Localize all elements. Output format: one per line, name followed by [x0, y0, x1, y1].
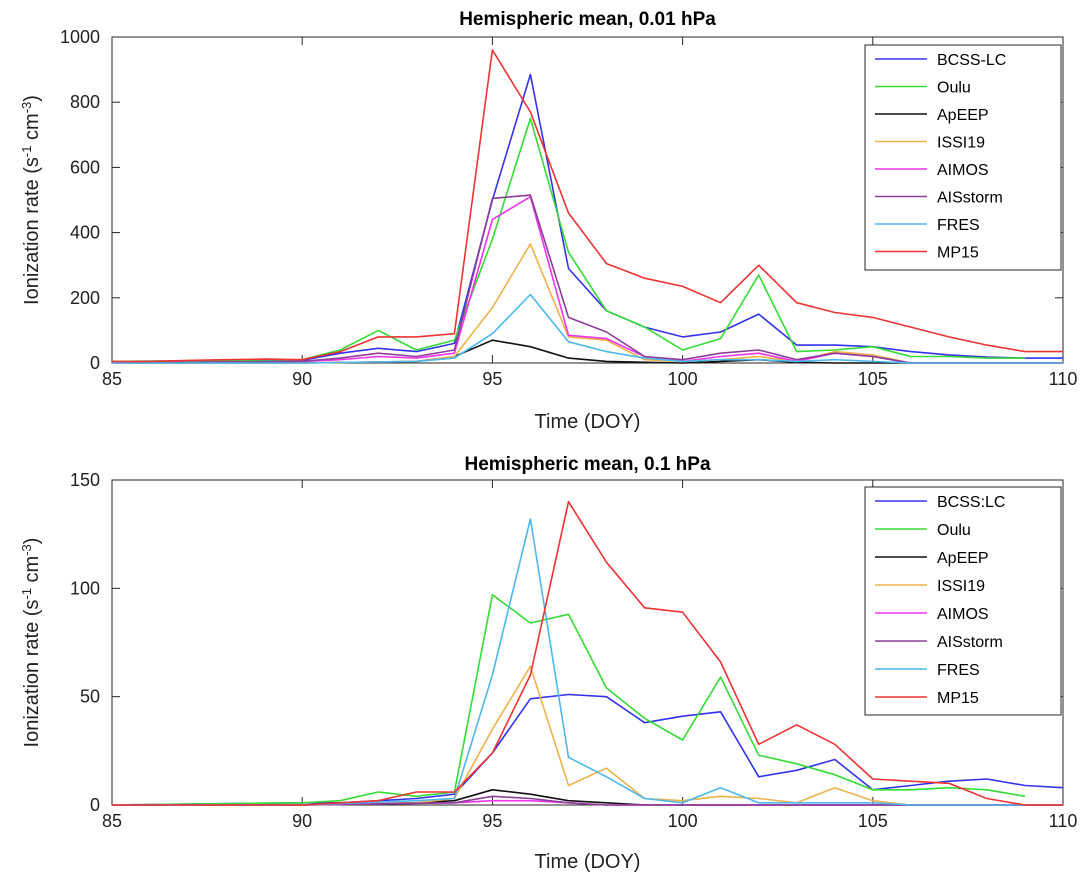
legend-entry-label: MP15 — [937, 245, 979, 262]
x-tick-label: 105 — [858, 811, 888, 831]
y-tick-label: 600 — [70, 157, 100, 177]
y-axis-label-part: ) — [21, 538, 43, 545]
y-tick-label: 200 — [70, 288, 100, 308]
legend: BCSS-LC Oulu ApEEP ISSI19 AIMOS AISstorm FRES M… — [864, 44, 1062, 271]
legend-entry-label: Oulu — [937, 522, 971, 539]
legend-entry-label: Oulu — [937, 80, 971, 97]
legend-entry-label: ISSI19 — [937, 578, 985, 595]
legend-box — [864, 486, 1062, 716]
x-tick-label: 100 — [668, 369, 698, 389]
legend-entry-label: ApEEP — [937, 550, 989, 567]
y-axis-label: Ionization rate (s-1 cm-3) — [19, 95, 44, 305]
x-tick-label: 105 — [858, 369, 888, 389]
x-tick-label: 90 — [292, 369, 312, 389]
series-line-mp15 — [112, 49, 1063, 363]
legend-entry-label: BCSS:LC — [937, 494, 1005, 511]
series-line-bcss-lc — [111, 73, 1063, 363]
series-line-aisstorm — [112, 795, 1063, 806]
y-axis-label-superscript: -1 — [19, 146, 34, 158]
y-tick-label: 0 — [90, 795, 100, 815]
x-tick-label: 85 — [102, 369, 122, 389]
x-axis-label: Time (DOY) — [535, 851, 641, 873]
y-axis-label-part: ) — [21, 95, 43, 102]
y-tick-label: 150 — [70, 470, 100, 490]
y-axis-label-superscript: -3 — [19, 102, 34, 114]
x-axis-label: Time (DOY) — [535, 411, 641, 433]
chart-title: Hemispheric mean, 0.01 hPa — [459, 9, 716, 30]
x-tick-label: 90 — [292, 811, 312, 831]
chart-title: Hemispheric mean, 0.1 hPa — [464, 454, 710, 475]
plot-area-frame — [111, 479, 1064, 806]
x-tick-label: 95 — [482, 811, 502, 831]
y-axis-label-part: cm — [21, 113, 43, 145]
legend-entry-label: AIMOS — [937, 606, 989, 623]
legend-entry-label: AIMOS — [937, 162, 989, 179]
legend-entry-label: FRES — [937, 217, 980, 234]
legend-entry-label: AISstorm — [937, 634, 1003, 651]
y-tick-label: 100 — [70, 578, 100, 598]
y-axis-label-part: cm — [21, 556, 43, 588]
legend-entry-label: BCSS-LC — [937, 52, 1006, 69]
legend-entry-label: ISSI19 — [937, 135, 985, 152]
legend-entry-label: MP15 — [937, 690, 979, 707]
series-line-mp15 — [112, 500, 1063, 806]
plot-area-frame — [111, 36, 1064, 364]
series-line-aisstorm — [111, 194, 1063, 364]
y-axis-label-part: Ionization rate (s — [21, 157, 43, 305]
x-tick-label: 85 — [102, 811, 122, 831]
x-tick-label: 110 — [1049, 811, 1078, 831]
y-tick-label: 50 — [80, 687, 100, 707]
x-tick-label: 110 — [1049, 369, 1078, 389]
x-tick-label: 95 — [482, 369, 502, 389]
legend-box — [864, 44, 1062, 271]
y-axis-label-part: Ionization rate (s — [21, 600, 43, 748]
chart-panel-bottom: Hemispheric mean, 0.1 hPa 85 90 95 100 105 110… — [19, 454, 1078, 873]
series-line-bcss-lc — [111, 693, 1064, 806]
y-tick-label: 0 — [90, 353, 100, 373]
chart-panel-top: Hemispheric mean, 0.01 hPa 85 90 95 100 105 11… — [19, 9, 1078, 433]
legend-entry-label: FRES — [937, 662, 980, 679]
series-line-oulu — [111, 593, 1026, 806]
x-tick-label: 100 — [668, 811, 698, 831]
y-axis-label-superscript: -3 — [19, 544, 34, 556]
legend: BCSS:LC Oulu ApEEP ISSI19 AIMOS AISstorm FRES M… — [864, 486, 1062, 716]
y-tick-label: 1000 — [60, 27, 100, 47]
y-tick-label: 400 — [70, 223, 100, 243]
legend-entry-label: ApEEP — [937, 107, 989, 124]
y-axis-label: Ionization rate (s-1 cm-3) — [19, 538, 44, 748]
y-tick-label: 800 — [70, 92, 100, 112]
legend-entry-label: AISstorm — [937, 190, 1003, 207]
series-line-issi19 — [112, 243, 1063, 364]
y-axis-label-superscript: -1 — [19, 588, 34, 600]
series-line-fres — [112, 293, 1063, 364]
series-line-fres — [112, 518, 1063, 806]
